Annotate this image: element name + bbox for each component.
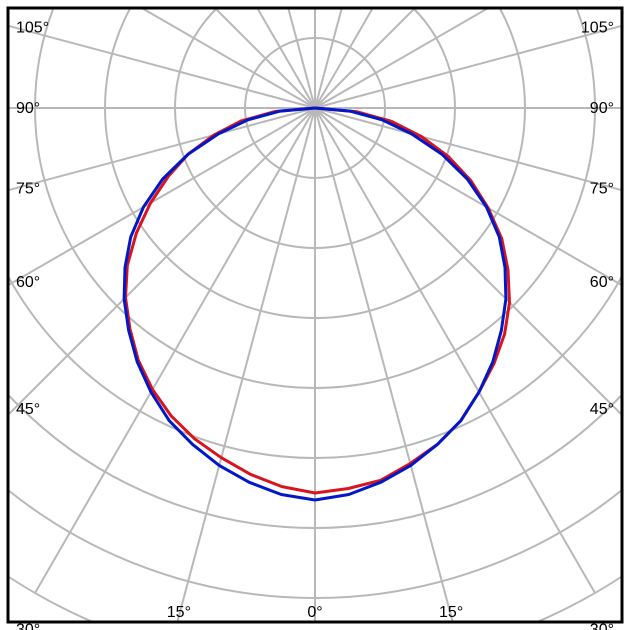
svg-text:90°: 90° xyxy=(16,100,40,117)
svg-text:105°: 105° xyxy=(581,19,614,36)
svg-text:105°: 105° xyxy=(16,19,49,36)
svg-text:15°: 15° xyxy=(439,604,463,621)
polar-chart-container: 105° 90° 75° 60° 45° 30° 105° 90° 75° 60° 45° 30° 15… xyxy=(0,0,630,630)
polar-chart-svg: 105° 90° 75° 60° 45° 30° 105° 90° 75° 60° 45° 30° 15… xyxy=(0,0,630,630)
svg-text:60°: 60° xyxy=(16,274,40,291)
svg-text:75°: 75° xyxy=(16,181,40,198)
svg-text:30°: 30° xyxy=(16,621,40,630)
svg-text:75°: 75° xyxy=(590,181,614,198)
svg-text:90°: 90° xyxy=(590,100,614,117)
svg-text:15°: 15° xyxy=(167,604,191,621)
svg-text:30°: 30° xyxy=(590,621,614,630)
svg-text:45°: 45° xyxy=(16,401,40,418)
svg-text:60°: 60° xyxy=(590,274,614,291)
svg-text:45°: 45° xyxy=(590,401,614,418)
svg-text:0°: 0° xyxy=(307,604,322,621)
